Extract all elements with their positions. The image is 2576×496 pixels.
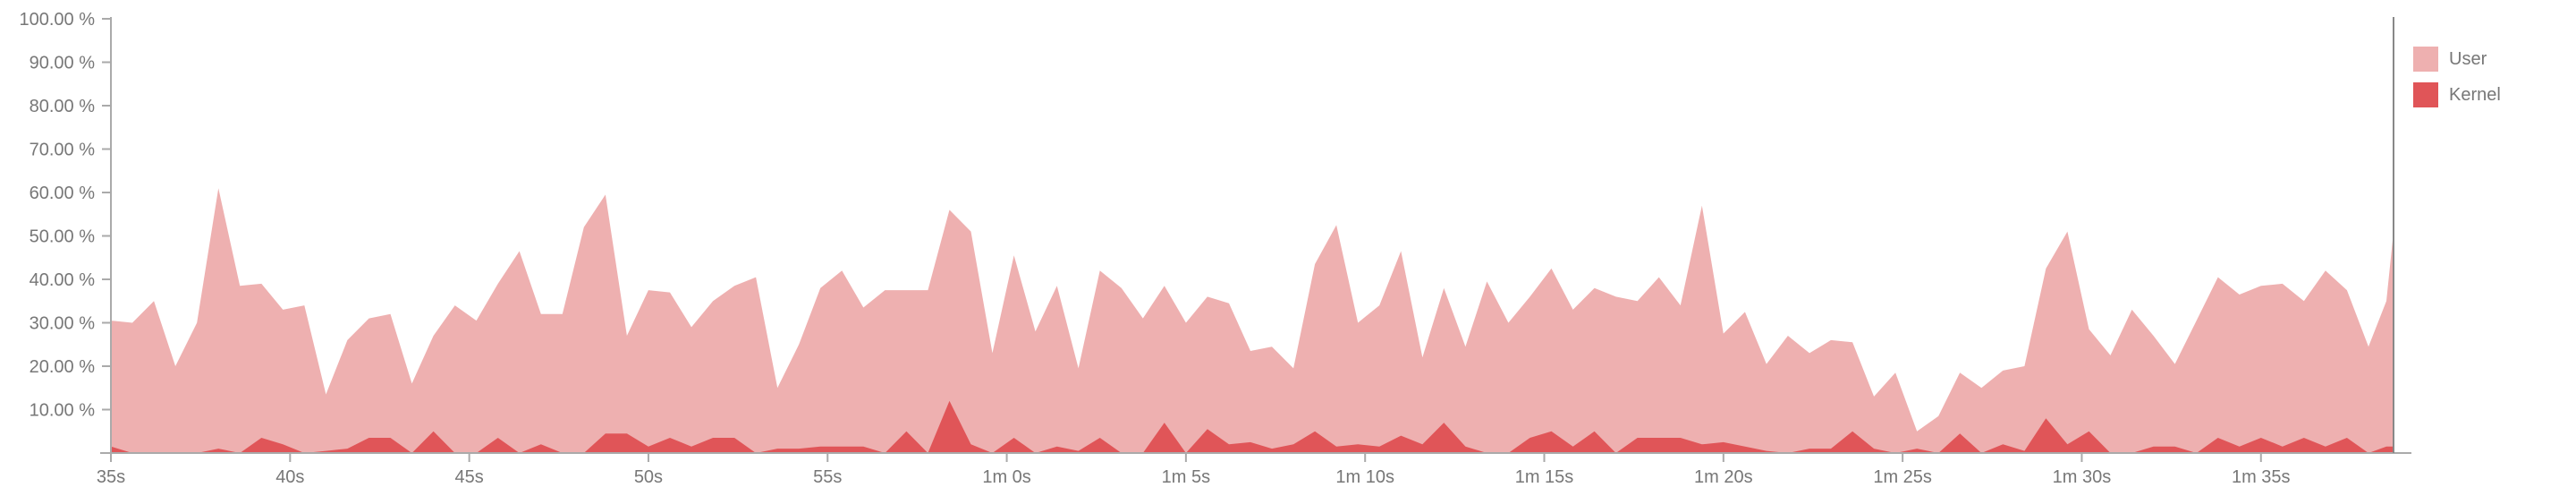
x-tick-label: 55s (813, 467, 842, 487)
legend-item-user[interactable]: User (2413, 41, 2501, 77)
x-tick-label: 1m 30s (2053, 467, 2112, 487)
legend-swatch-kernel (2413, 82, 2438, 107)
x-axis-ticks: 35s 40s 45s 50s 55s 1m 0s 1m 5s 1m 10s 1m 15s 1m … (97, 453, 2291, 487)
series-area-kernel (111, 400, 2394, 453)
y-tick-label: 20.00 % (30, 357, 96, 377)
y-tick-label: 30.00 % (30, 314, 96, 334)
x-tick-label: 50s (634, 467, 663, 487)
legend-label-kernel: Kernel (2449, 84, 2501, 105)
x-tick-label: 1m 15s (1515, 467, 1574, 487)
y-tick-label: 70.00 % (30, 141, 96, 160)
y-tick-label: 10.00 % (30, 401, 96, 421)
x-tick-label: 1m 10s (1335, 467, 1394, 487)
x-tick-label: 1m 5s (1162, 467, 1210, 487)
y-tick-label: 50.00 % (30, 227, 96, 247)
y-tick-label: 40.00 % (30, 270, 96, 290)
x-tick-label: 45s (455, 467, 484, 487)
x-tick-label: 1m 20s (1694, 467, 1753, 487)
x-tick-label: 1m 25s (1873, 467, 1932, 487)
x-tick-label: 1m 35s (2232, 467, 2291, 487)
legend-label-user: User (2449, 48, 2487, 69)
y-tick-label: 100.00 % (19, 10, 95, 30)
x-tick-label: 1m 0s (982, 467, 1030, 487)
legend-item-kernel[interactable]: Kernel (2413, 77, 2501, 113)
series-layer (111, 188, 2394, 453)
y-axis-ticks: 10.00 % 20.00 % 30.00 % 40.00 % 50.00 % 60.00… (19, 10, 111, 421)
series-area-user (111, 188, 2394, 453)
x-tick-label: 35s (97, 467, 125, 487)
y-tick-label: 90.00 % (30, 54, 96, 73)
y-tick-label: 80.00 % (30, 97, 96, 116)
legend: User Kernel (2413, 41, 2501, 113)
y-tick-label: 60.00 % (30, 184, 96, 203)
x-tick-label: 40s (275, 467, 304, 487)
legend-swatch-user (2413, 47, 2438, 72)
